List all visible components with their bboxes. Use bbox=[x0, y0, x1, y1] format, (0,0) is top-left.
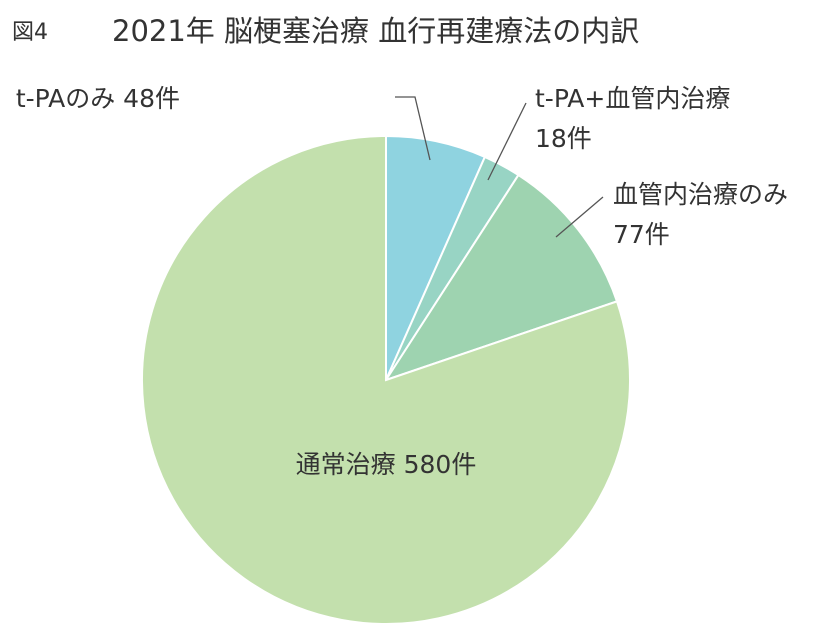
slice-label-3-name: 血管内治療のみ bbox=[613, 180, 788, 209]
slice-label-2-value: 18件 bbox=[535, 124, 592, 153]
chart-title: 2021年 脳梗塞治療 血行再建療法の内訳 bbox=[112, 14, 640, 48]
leader-lines bbox=[395, 96, 604, 238]
slice-label-3-value: 77件 bbox=[613, 220, 670, 249]
figure-number: 図4 bbox=[12, 20, 48, 45]
leader-line-3 bbox=[555, 196, 604, 238]
pie-slice-4 bbox=[141, 134, 631, 625]
leader-line-2 bbox=[487, 102, 527, 181]
slice-label-4: 通常治療 580件 bbox=[296, 450, 477, 479]
pie-slices bbox=[141, 134, 631, 625]
slice-label-1: t-PAのみ 48件 bbox=[16, 84, 180, 113]
pie-slice-3 bbox=[383, 173, 619, 382]
slice-label-2-name: t-PA+血管内治療 bbox=[535, 84, 730, 113]
leader-line-1 bbox=[395, 96, 431, 161]
